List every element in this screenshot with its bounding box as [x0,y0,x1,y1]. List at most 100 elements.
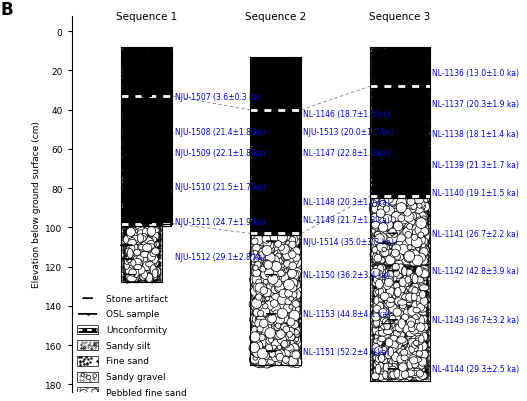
Point [277,310,285,316]
Ellipse shape [404,269,413,275]
Point [269,243,278,249]
Point [373,227,382,233]
Ellipse shape [134,245,142,251]
Point [284,294,292,300]
Ellipse shape [149,239,157,248]
Ellipse shape [417,271,423,280]
Point [375,241,383,248]
Point [393,217,401,223]
Point [260,299,268,306]
Ellipse shape [385,275,393,281]
Ellipse shape [135,273,144,279]
Point [280,341,289,347]
Point [409,251,418,257]
Point [418,210,427,216]
Point [259,278,267,284]
Point [285,291,293,298]
Ellipse shape [416,351,423,356]
Point [399,252,408,259]
Point [267,358,275,364]
Point [381,235,389,242]
Point [253,295,262,302]
Point [377,213,386,219]
Point [271,295,280,302]
Point [288,267,296,273]
Point [380,256,389,262]
Point [384,210,393,217]
Ellipse shape [129,269,136,276]
Ellipse shape [411,365,419,370]
Point [258,356,266,362]
Ellipse shape [123,237,132,243]
Ellipse shape [416,267,422,276]
Ellipse shape [390,331,396,337]
Point [417,256,425,263]
Point [261,254,270,261]
Point [281,277,289,284]
Point [269,240,278,247]
Point [281,292,289,298]
Point [269,236,278,243]
Point [372,222,380,229]
Point [290,235,299,241]
Point [283,285,291,292]
Point [290,332,298,338]
Point [414,242,422,249]
Point [389,247,398,253]
Point [379,246,387,252]
Ellipse shape [403,348,411,357]
Point [396,249,404,255]
Ellipse shape [398,363,407,371]
Point [274,241,282,247]
Point [370,239,379,245]
Point [288,267,296,273]
Point [279,298,288,304]
Point [371,200,379,207]
Point [255,327,264,334]
Point [282,298,291,305]
Ellipse shape [375,267,381,276]
Ellipse shape [403,309,409,318]
Point [290,269,298,276]
Point [267,242,276,249]
Point [256,246,265,253]
Ellipse shape [126,256,132,263]
Point [421,230,430,236]
Point [283,233,291,240]
Point [266,277,274,283]
Point [280,268,289,275]
Point [278,297,286,304]
Point [278,348,286,354]
Point [267,350,276,357]
Point [257,299,266,306]
Point [285,348,294,354]
Point [411,245,419,251]
Point [279,275,288,282]
Point [266,314,274,320]
Point [261,303,269,310]
Ellipse shape [387,298,393,304]
Ellipse shape [416,321,423,326]
Point [268,266,276,272]
Ellipse shape [394,306,401,312]
Point [391,209,399,216]
Point [281,343,290,349]
Point [418,213,426,220]
Point [280,351,288,358]
Point [291,308,299,314]
Point [275,251,283,258]
Point [406,236,415,242]
Ellipse shape [152,269,158,278]
Point [250,356,259,363]
Point [267,359,276,366]
Point [411,249,419,255]
Ellipse shape [389,358,398,367]
Point [385,204,393,211]
Point [388,229,397,235]
Point [264,360,272,366]
Text: NJU-1511 (24.7±1.9 ka): NJU-1511 (24.7±1.9 ka) [174,218,265,227]
Point [265,302,274,309]
Point [286,300,295,306]
Point [407,224,415,230]
Point [290,342,299,348]
